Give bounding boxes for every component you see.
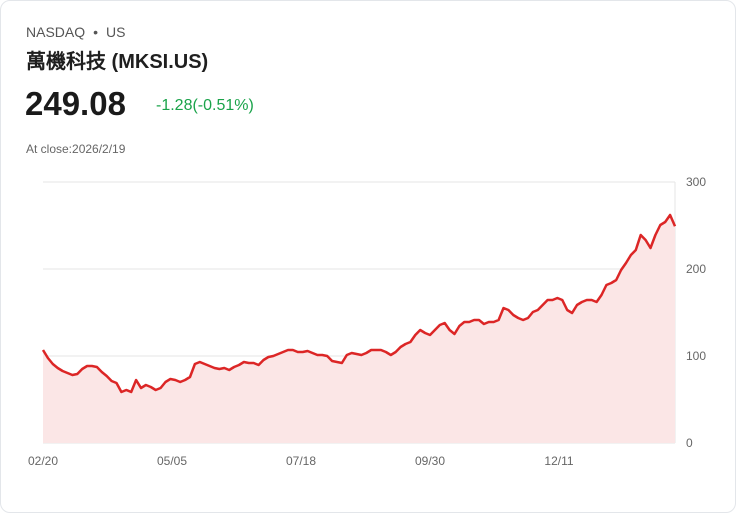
stock-name: 萬機科技 (MKSI.US) bbox=[26, 51, 209, 73]
x-tick-label: 07/18 bbox=[286, 454, 316, 468]
separator: • bbox=[93, 24, 99, 40]
exchange-line: NASDAQ • US bbox=[26, 24, 125, 40]
area-fill bbox=[43, 215, 675, 443]
price: 249.08 bbox=[25, 85, 126, 122]
y-tick-label: 200 bbox=[686, 262, 706, 276]
close-label: At close:2026/2/19 bbox=[26, 142, 126, 156]
x-tick-label: 05/05 bbox=[157, 454, 187, 468]
price-change: -1.28(-0.51%) bbox=[156, 97, 254, 114]
y-tick-label: 100 bbox=[686, 349, 706, 363]
market: US bbox=[106, 24, 126, 40]
y-tick-label: 300 bbox=[686, 175, 706, 189]
x-tick-label: 09/30 bbox=[415, 454, 445, 468]
y-tick-label: 0 bbox=[686, 436, 693, 450]
x-tick-label: 02/20 bbox=[28, 454, 58, 468]
exchange: NASDAQ bbox=[26, 24, 86, 40]
x-tick-label: 12/11 bbox=[544, 454, 573, 468]
price-line bbox=[41, 213, 677, 394]
